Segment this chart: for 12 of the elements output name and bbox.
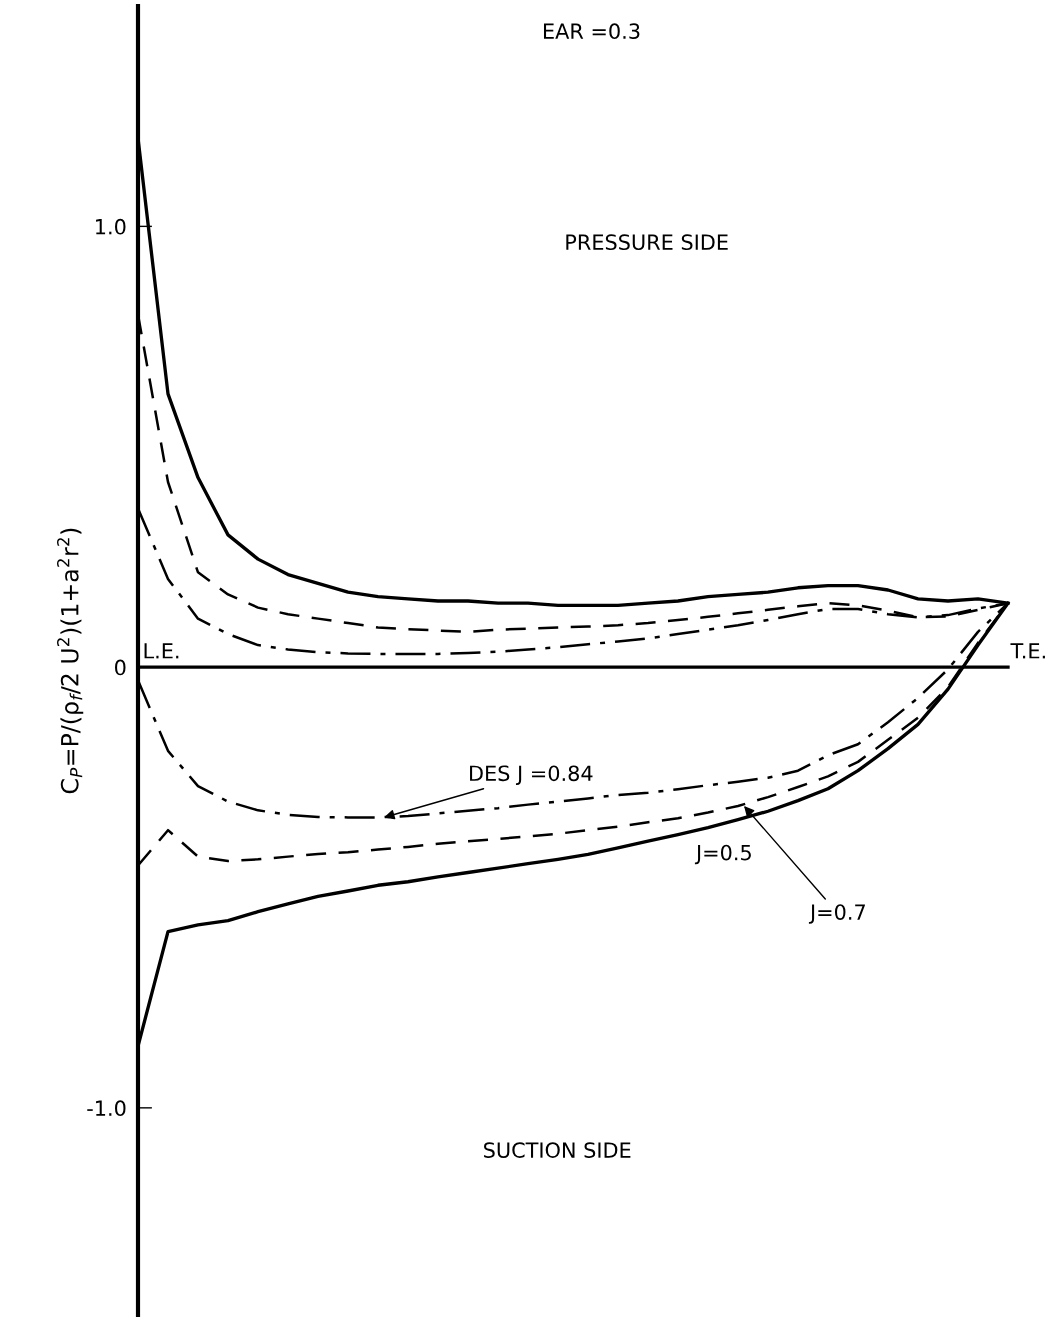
text: J=0.7 bbox=[808, 904, 865, 924]
y-tick-label: 0 bbox=[115, 659, 126, 676]
annotation: L.E. bbox=[144, 643, 179, 659]
y-tick-label: -1.0 bbox=[87, 1100, 126, 1117]
annotation: PRESSURE SIDE bbox=[566, 234, 728, 251]
y-tick-label: 1.0 bbox=[96, 218, 126, 235]
series-label: J=0.5 bbox=[694, 844, 751, 865]
text: T.E. bbox=[1010, 643, 1045, 659]
text: EAR =0.3 bbox=[543, 23, 640, 40]
text: C$_{P}$=P/(ρ$_{f}$/2 U$^{2}$)(1+a$^{2}$r$^{2}$) bbox=[57, 528, 84, 794]
series-label: DES J =0.84 bbox=[470, 765, 593, 786]
annotation: SUCTION SIDE bbox=[484, 1142, 631, 1158]
